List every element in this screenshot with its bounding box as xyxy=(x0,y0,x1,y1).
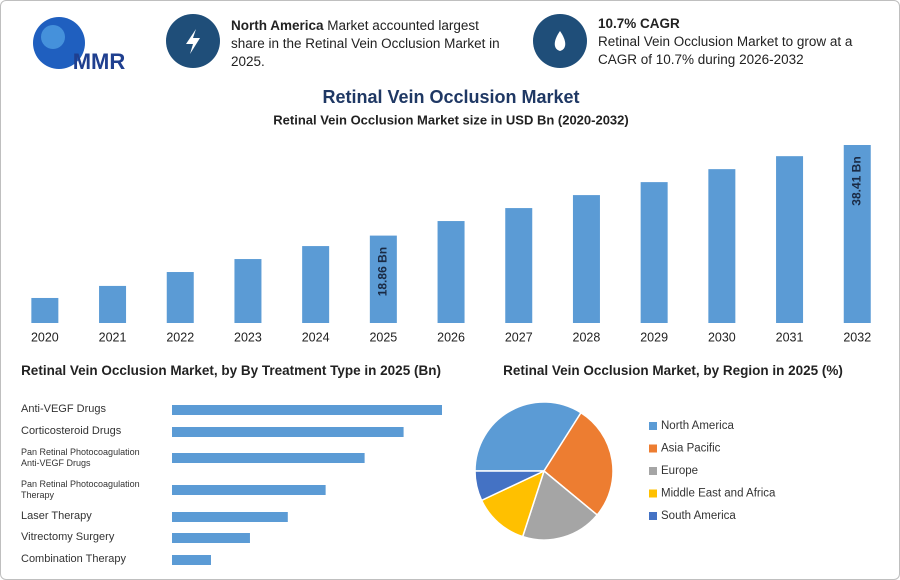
info-box: 10.7% CAGR Retinal Vein Occlusion Market … xyxy=(598,15,868,69)
bar xyxy=(166,272,194,323)
bar xyxy=(172,533,250,543)
logo-globe-shine xyxy=(41,25,65,49)
pie-slice xyxy=(543,411,614,517)
info-highlight: North America xyxy=(231,18,324,33)
legend-swatch xyxy=(649,467,657,475)
drop-icon xyxy=(554,31,566,51)
y-tick-label: Anti-VEGF Drugs xyxy=(21,403,106,415)
x-tick-label: 2022 xyxy=(166,330,194,344)
subtitle: Retinal Vein Occlusion Market size in US… xyxy=(273,112,628,127)
bar xyxy=(172,405,442,415)
bar xyxy=(640,182,668,323)
legend-swatch xyxy=(649,512,657,520)
x-tick-label: 2023 xyxy=(234,330,262,344)
y-tick-label: Combination Therapy xyxy=(21,553,126,565)
legend-swatch xyxy=(649,422,657,430)
y-tick-label: Pan Retinal Photocoagulation Anti-VEGF D… xyxy=(21,447,140,468)
bar xyxy=(776,156,804,323)
pie-slice xyxy=(474,470,545,502)
main-title: Retinal Vein Occlusion Market xyxy=(322,87,579,107)
bar xyxy=(437,221,465,323)
bar xyxy=(99,285,127,323)
legend-label: Middle East and Africa xyxy=(661,488,776,500)
bar xyxy=(172,485,326,495)
y-tick-label: Corticosteroid Drugs xyxy=(21,425,122,437)
bar xyxy=(843,145,871,323)
x-tick-label: 2026 xyxy=(437,330,465,344)
bolt-icon xyxy=(186,29,200,54)
bar xyxy=(302,246,330,323)
x-tick-label: 2027 xyxy=(505,330,533,344)
pie-slice xyxy=(480,469,546,538)
info-highlight: 10.7% CAGR xyxy=(598,16,680,31)
legend-label: Asia Pacific xyxy=(661,443,721,455)
value-label: 38.41 Bn xyxy=(849,156,863,205)
logo-text: MMR xyxy=(73,49,126,74)
bar xyxy=(172,512,288,522)
x-tick-label: 2029 xyxy=(640,330,668,344)
y-tick-label: Pan Retinal Photocoagulation Therapy xyxy=(21,479,140,500)
x-tick-label: 2025 xyxy=(369,330,397,344)
x-tick-label: 2030 xyxy=(708,330,736,344)
bar xyxy=(369,235,397,323)
info-box: North America Market accounted largest s… xyxy=(231,17,516,71)
x-tick-label: 2024 xyxy=(302,330,330,344)
legend-label: Europe xyxy=(661,465,698,477)
y-tick-label: Vitrectomy Surgery xyxy=(21,531,115,543)
x-tick-label: 2020 xyxy=(31,330,59,344)
bar xyxy=(708,169,736,323)
value-label: 18.86 Bn xyxy=(376,247,390,296)
y-tick-label: Laser Therapy xyxy=(21,510,92,522)
bar xyxy=(172,555,211,565)
bar xyxy=(31,297,59,323)
legend-label: South America xyxy=(661,510,736,522)
x-tick-label: 2021 xyxy=(99,330,127,344)
legend-swatch xyxy=(649,489,657,498)
legend-label: North America xyxy=(661,420,734,432)
x-tick-label: 2031 xyxy=(776,330,804,344)
pie-slice xyxy=(521,469,599,541)
x-tick-label: 2028 xyxy=(573,330,601,344)
bar xyxy=(172,427,404,437)
chart-title: Retinal Vein Occlusion Market, by By Tre… xyxy=(21,363,441,378)
bar xyxy=(505,208,533,323)
x-tick-label: 2032 xyxy=(843,330,871,344)
legend-swatch xyxy=(649,444,657,453)
bar xyxy=(572,195,600,323)
chart-title: Retinal Vein Occlusion Market, by Region… xyxy=(503,363,843,378)
info-text: Retinal Vein Occlusion Market to grow at… xyxy=(598,34,853,67)
bar xyxy=(172,453,365,463)
info-text: Market accounted largest share in the Re… xyxy=(231,18,500,69)
bar xyxy=(234,259,262,323)
